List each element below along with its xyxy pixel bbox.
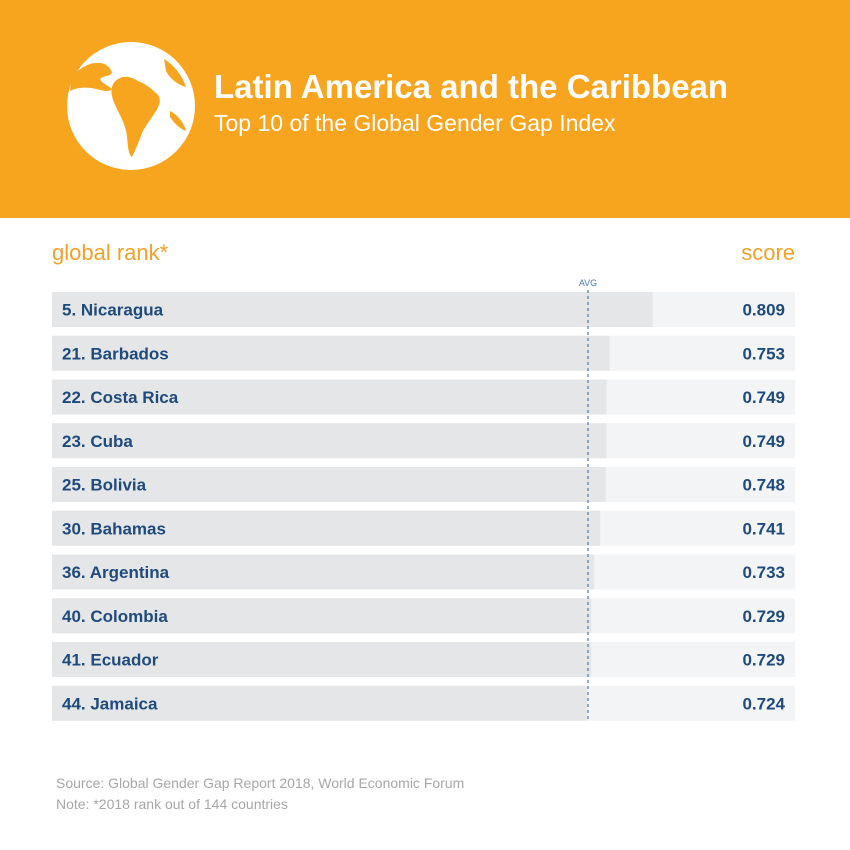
score-column-label: score	[741, 240, 795, 265]
globe-icon	[67, 42, 195, 170]
average-label: AVG	[579, 278, 597, 288]
country-label: 5. Nicaragua	[62, 301, 164, 320]
score-value: 0.733	[742, 563, 785, 582]
rank-column-label: global rank*	[52, 240, 169, 265]
rank-note: Note: *2018 rank out of 144 countries	[56, 796, 288, 812]
score-value: 0.809	[742, 301, 785, 320]
score-value: 0.741	[742, 519, 785, 538]
header-banner: Latin America and the Caribbean Top 10 o…	[0, 0, 850, 218]
score-bar	[52, 423, 607, 459]
country-label: 44. Jamaica	[62, 694, 158, 713]
source-note: Source: Global Gender Gap Report 2018, W…	[56, 775, 465, 791]
score-bar	[52, 685, 588, 721]
score-value: 0.729	[742, 607, 785, 626]
score-bar	[52, 598, 592, 634]
score-value: 0.749	[742, 432, 785, 451]
score-value: 0.749	[742, 388, 785, 407]
score-bar	[52, 292, 653, 327]
country-label: 30. Bahamas	[62, 519, 166, 538]
score-bar	[52, 510, 601, 546]
page-title: Latin America and the Caribbean	[214, 68, 729, 105]
score-bar	[52, 335, 610, 371]
score-value: 0.748	[742, 476, 785, 495]
country-label: 25. Bolivia	[62, 476, 147, 495]
country-label: 36. Argentina	[62, 563, 170, 582]
country-label: 21. Barbados	[62, 344, 169, 363]
score-value: 0.724	[742, 694, 785, 713]
country-label: 40. Colombia	[62, 607, 168, 626]
country-label: 22. Costa Rica	[62, 388, 179, 407]
score-bar	[52, 467, 606, 502]
score-value: 0.729	[742, 651, 785, 670]
score-bar	[52, 554, 595, 590]
page-subtitle: Top 10 of the Global Gender Gap Index	[214, 110, 616, 136]
country-label: 23. Cuba	[62, 432, 133, 451]
score-value: 0.753	[742, 344, 785, 363]
country-label: 41. Ecuador	[62, 651, 159, 670]
score-bar	[52, 642, 592, 677]
score-bar	[52, 379, 607, 415]
